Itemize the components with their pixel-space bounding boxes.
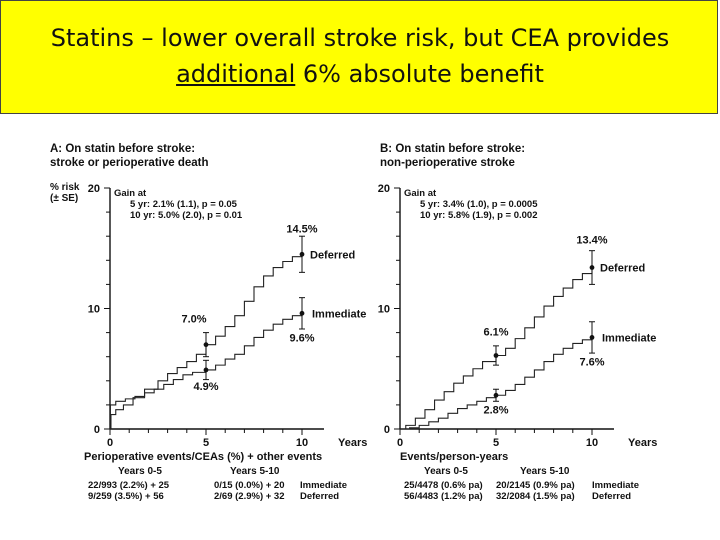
footer-column-header: Years 5-10 [520, 466, 570, 477]
data-point [589, 335, 595, 340]
x-tick-label: 10 [296, 437, 308, 449]
gain-annotation-line: 10 yr: 5.8% (1.9), p = 0.002 [420, 210, 538, 221]
x-tick-label: 0 [107, 437, 113, 449]
data-point [203, 367, 209, 373]
gain-annotation-line: Gain at [114, 188, 147, 199]
gain-annotation-line: 10 yr: 5.0% (2.0), p = 0.01 [130, 210, 243, 221]
title-rest: 6% absolute benefit [295, 60, 544, 88]
y-tick-label: 20 [378, 183, 390, 195]
gain-annotation-line: 5 yr: 2.1% (1.1), p = 0.05 [130, 199, 238, 210]
footer-cell: 20/2145 (0.9% pa) [496, 480, 575, 491]
x-tick-label: 5 [493, 437, 499, 449]
title-line-2: additional 6% absolute benefit [0, 56, 720, 92]
slide-title: Statins – lower overall stroke risk, but… [0, 20, 720, 92]
gain-annotation-line: Gain at [404, 188, 437, 199]
footer-row-label: Immediate [300, 480, 347, 491]
footer-cell: 56/4483 (1.2% pa) [404, 491, 483, 502]
footer-header: Events/person-years [400, 451, 508, 463]
panel-title-line: B: On statin before stroke: [380, 143, 525, 155]
title-band [0, 0, 718, 114]
x-tick-label: 0 [397, 437, 403, 449]
footer-cell: 22/993 (2.2%) + 25 [88, 480, 170, 491]
data-label: 7.0% [181, 314, 206, 326]
panel-title-line: A: On statin before stroke: [50, 143, 195, 155]
series-label: Immediate [312, 308, 366, 320]
data-label: 2.8% [483, 404, 508, 416]
data-label: 14.5% [286, 223, 317, 235]
footer-cell: 9/259 (3.5%) + 56 [88, 491, 164, 502]
data-label: 9.6% [289, 332, 314, 344]
data-label: 4.9% [193, 381, 218, 393]
y-axis-label: % risk [50, 182, 80, 193]
data-label: 7.6% [579, 356, 604, 368]
footer-cell: 0/15 (0.0%) + 20 [214, 480, 285, 491]
footer-cell: 2/69 (2.9%) + 32 [214, 491, 285, 502]
footer-column-header: Years 0-5 [118, 466, 162, 477]
footer-column-header: Years 0-5 [424, 466, 468, 477]
data-point [493, 353, 499, 358]
footer-row-label: Deferred [592, 491, 631, 502]
y-tick-label: 10 [88, 304, 100, 316]
footer-cell: 32/2084 (1.5% pa) [496, 491, 575, 502]
footer-column-header: Years 5-10 [230, 466, 280, 477]
title-underlined-word: additional [176, 60, 296, 88]
data-label: 6.1% [483, 326, 508, 338]
panel-title-line: stroke or perioperative death [50, 157, 209, 169]
x-axis-title: Years [628, 437, 657, 449]
data-point [203, 342, 209, 348]
x-tick-label: 10 [586, 437, 598, 449]
x-axis-title: Years [338, 437, 367, 449]
x-tick-label: 5 [203, 437, 209, 449]
data-point [299, 251, 305, 257]
chart-panel-a: A: On statin before stroke: stroke or per… [50, 143, 367, 502]
data-point [589, 265, 595, 270]
series-label: Deferred [600, 263, 645, 275]
data-point [299, 310, 305, 316]
gain-annotation-line: 5 yr: 3.4% (1.0), p = 0.0005 [420, 199, 538, 210]
chart-panel-b: B: On statin before stroke: non-periopera… [378, 143, 658, 502]
y-tick-label: 10 [378, 304, 390, 316]
series-label: Deferred [310, 249, 355, 261]
title-line-1: Statins – lower overall stroke risk, but… [50, 24, 670, 52]
y-axis-label: (± SE) [50, 193, 78, 204]
panel-title-line: non-perioperative stroke [380, 157, 515, 169]
y-tick-label: 0 [94, 424, 100, 436]
footer-header: Perioperative events/CEAs (%) + other ev… [84, 451, 322, 463]
y-tick-label: 0 [384, 424, 390, 436]
data-point [493, 392, 499, 398]
footer-row-label: Immediate [592, 480, 639, 491]
footer-cell: 25/4478 (0.6% pa) [404, 480, 483, 491]
footer-row-label: Deferred [300, 491, 339, 502]
y-tick-label: 20 [88, 183, 100, 195]
series-label: Immediate [602, 332, 656, 344]
data-label: 13.4% [576, 235, 607, 247]
